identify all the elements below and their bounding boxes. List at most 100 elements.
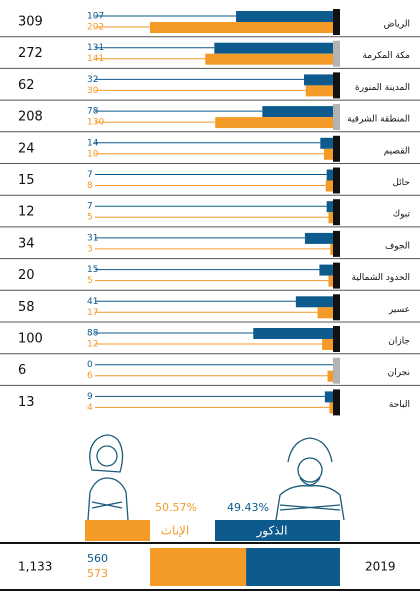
region-marker [333, 9, 340, 35]
bar [329, 402, 333, 414]
value-label: 6 [87, 371, 93, 381]
region-name: جازان [388, 337, 410, 347]
region-name: حائل [392, 178, 410, 188]
region-marker [333, 40, 340, 67]
region-name: مكة المكرمة [362, 51, 410, 61]
region-marker [333, 262, 340, 289]
region-marker [333, 167, 340, 194]
bar [215, 117, 333, 129]
bar [317, 307, 333, 319]
region-total: 62 [18, 78, 35, 93]
bar [205, 53, 333, 65]
bar [328, 275, 333, 287]
bar [304, 74, 333, 86]
share-label: 49.43% [227, 501, 269, 514]
male-figure [275, 437, 345, 521]
bar [305, 85, 333, 97]
region-total: 34 [18, 236, 35, 251]
region-total: 20 [18, 268, 35, 283]
bar [322, 339, 333, 350]
total-label: 1,133 [18, 560, 52, 574]
value-label: 7 [87, 170, 93, 180]
value-label: 30 [87, 86, 99, 96]
region-marker [333, 104, 340, 131]
region-total: 13 [18, 395, 35, 410]
region-total: 100 [18, 332, 43, 347]
bar [323, 148, 333, 160]
bar [214, 42, 333, 54]
share-label: 50.57% [155, 501, 197, 514]
bar [320, 137, 333, 149]
year-label: 2019 [365, 560, 396, 574]
region-name: تبوك [393, 210, 411, 220]
region-name: الرياض [384, 20, 410, 30]
region-marker [333, 294, 340, 321]
value-label: 78 [87, 107, 99, 117]
bar [304, 232, 333, 244]
bar [324, 391, 333, 403]
value-label: 32 [87, 75, 98, 85]
region-name: المنطقة الشرقية [347, 115, 410, 125]
female-band [85, 520, 150, 541]
legend-female: الإناث [161, 524, 189, 538]
region-name: الباحة [389, 400, 410, 410]
region-name: المدينة المنورة [355, 83, 410, 93]
region-marker [333, 72, 340, 99]
total-bar [150, 548, 247, 586]
region-marker [333, 230, 340, 257]
region-total: 24 [18, 141, 35, 156]
value-label: 4 [87, 403, 93, 413]
region-total: 12 [18, 205, 35, 220]
value-label: 5 [87, 213, 93, 223]
region-marker [333, 135, 340, 162]
region-marker [333, 389, 340, 416]
value-label: 12 [87, 340, 98, 350]
region-marker [333, 199, 340, 226]
bar [149, 22, 333, 33]
bar [262, 106, 333, 118]
value-label: 31 [87, 233, 98, 243]
bar [328, 212, 333, 224]
female-figure [87, 434, 129, 521]
value-label: 130 [87, 118, 104, 128]
bar [330, 243, 333, 255]
value-label: 5 [87, 276, 93, 286]
bar [295, 296, 333, 308]
bar [326, 169, 333, 181]
bar [253, 328, 333, 339]
region-marker [333, 357, 340, 384]
region-total: 15 [18, 173, 35, 188]
value-label: 107 [87, 12, 104, 22]
region-name: الجوف [385, 241, 410, 251]
bar [319, 264, 333, 276]
value-label: 141 [87, 54, 104, 64]
bar [327, 370, 333, 382]
value-label: 41 [87, 297, 98, 307]
bar [236, 11, 333, 22]
region-marker [333, 326, 340, 352]
value-label: 3 [87, 244, 93, 254]
value-label: 8 [87, 181, 93, 191]
value-label: 88 [87, 329, 99, 339]
value-label: 0 [87, 360, 93, 370]
value-label: 17 [87, 308, 98, 318]
region-total: 309 [18, 15, 43, 30]
region-total: 6 [18, 363, 26, 378]
region-total: 58 [18, 300, 35, 315]
value-label: 131 [87, 43, 104, 53]
total-value: 573 [87, 567, 108, 580]
value-label: 10 [87, 149, 99, 159]
region-name: نجران [388, 368, 410, 378]
male-band [215, 520, 340, 541]
legend-male: الذكور [256, 524, 288, 539]
total-bar [246, 548, 340, 586]
value-label: 7 [87, 202, 93, 212]
total-value: 560 [87, 552, 108, 565]
region-total: 272 [18, 46, 43, 61]
value-label: 202 [87, 23, 104, 33]
bar [326, 201, 333, 213]
value-label: 15 [87, 265, 98, 275]
region-name: عسير [388, 305, 410, 315]
region-name: القصيم [384, 146, 410, 156]
